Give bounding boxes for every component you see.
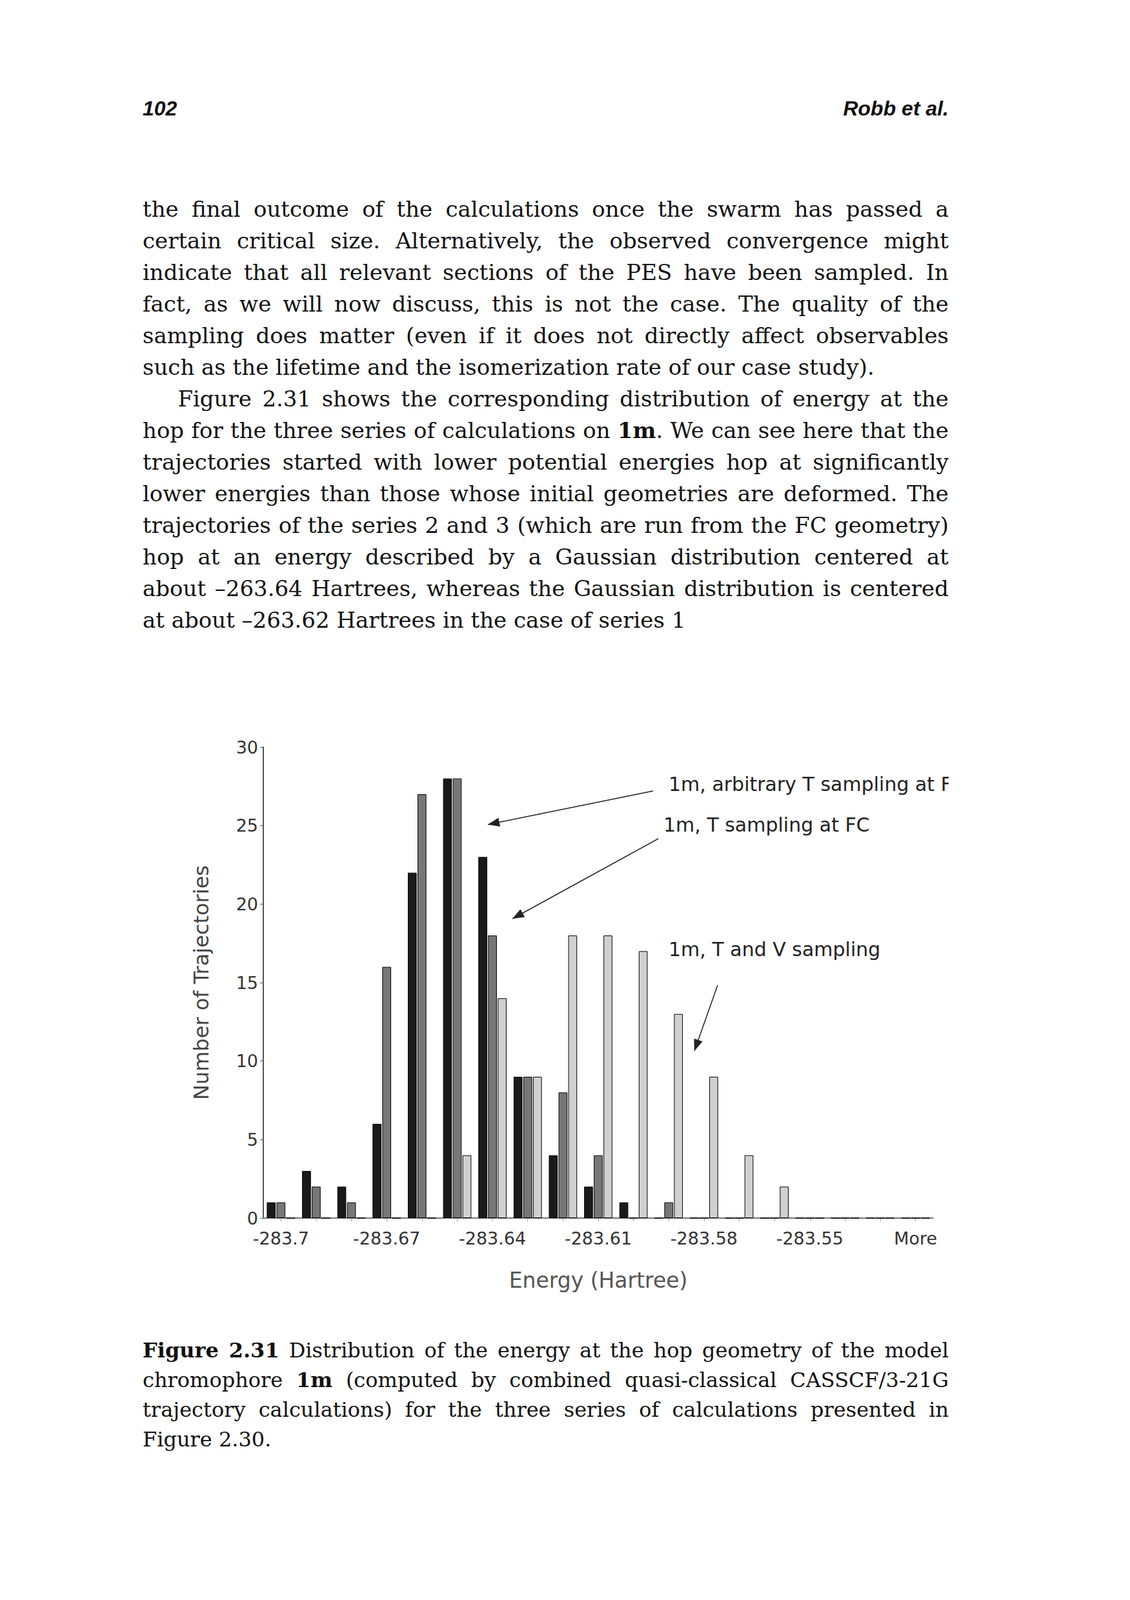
svg-text:1m, T sampling at FC: 1m, T sampling at FC bbox=[663, 813, 870, 837]
svg-text:-283.58: -283.58 bbox=[670, 1228, 738, 1249]
svg-text:-283.67: -283.67 bbox=[353, 1228, 421, 1249]
svg-text:1m, arbitrary T sampling at FC: 1m, arbitrary T sampling at FC bbox=[668, 773, 949, 796]
svg-text:10: 10 bbox=[236, 1051, 259, 1072]
svg-text:-283.55: -283.55 bbox=[776, 1228, 844, 1249]
svg-text:20: 20 bbox=[236, 894, 259, 915]
svg-text:More: More bbox=[893, 1228, 938, 1249]
svg-text:5: 5 bbox=[247, 1130, 259, 1151]
html-text:Robb et al.: Robb et al. bbox=[843, 96, 949, 121]
html-text:the final outcome of the calcu: the final outcome of the calculations on… bbox=[142, 196, 949, 381]
svg-text:0: 0 bbox=[247, 1208, 259, 1229]
svg-text:-283.64: -283.64 bbox=[458, 1228, 526, 1249]
html-text:Figure 2.31 Distribution of th: Figure 2.31 Distribution of the energy a… bbox=[142, 1338, 949, 1453]
svg-text:15: 15 bbox=[236, 973, 259, 994]
svg-text:25: 25 bbox=[236, 815, 259, 836]
html-text:102: 102 bbox=[142, 96, 178, 121]
svg-text:Number of Trajectories: Number of Trajectories bbox=[189, 865, 214, 1101]
svg-text:-283.7: -283.7 bbox=[252, 1228, 310, 1249]
svg-text:1m, T and V sampling: 1m, T and V sampling bbox=[668, 938, 881, 961]
svg-text:30: 30 bbox=[236, 737, 259, 758]
svg-text:-283.61: -283.61 bbox=[564, 1228, 632, 1249]
svg-text:Energy (Hartree): Energy (Hartree) bbox=[509, 1268, 688, 1294]
html-text:Figure 2.31 shows the correspo: Figure 2.31 shows the corresponding dist… bbox=[142, 385, 949, 634]
